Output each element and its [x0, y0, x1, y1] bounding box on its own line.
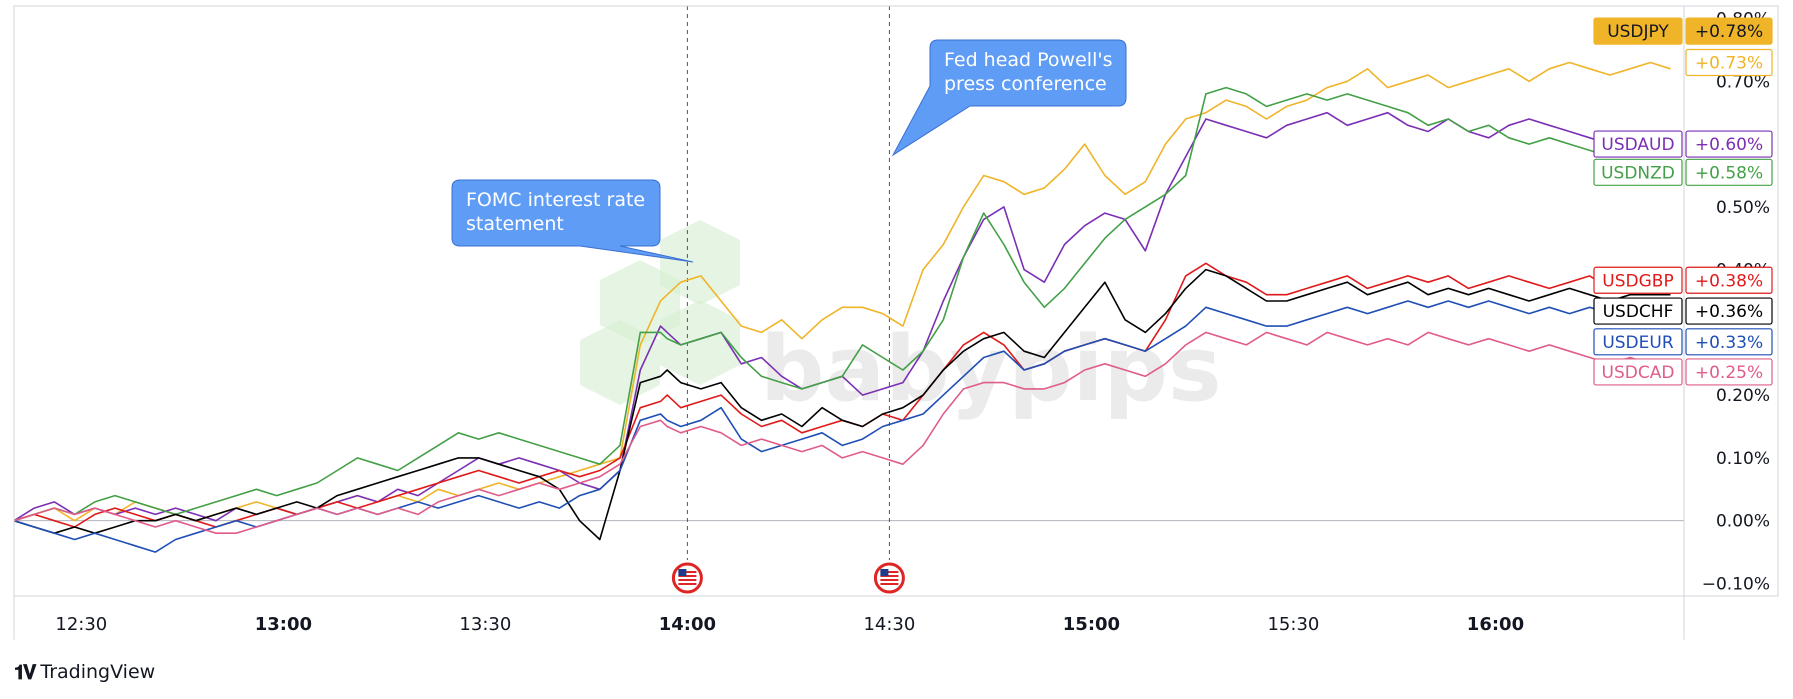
x-tick-label-2: 13:30: [459, 614, 511, 635]
badge-name: USDAUD: [1601, 135, 1674, 155]
badge-name: USDGBP: [1602, 271, 1673, 291]
badge-name: USDCAD: [1602, 363, 1675, 383]
y-tick-label-2: 0.50%: [1716, 198, 1770, 218]
badge-name-box: [1593, 17, 1683, 45]
badge-name: USDCHF: [1603, 302, 1674, 322]
badge-usdcad-7: USDCAD +0.25%: [1593, 358, 1773, 386]
series-layer: [13, 61, 1671, 553]
badge-usdaud-2: USDAUD +0.60%: [1593, 130, 1773, 158]
badge-value: +0.38%: [1695, 271, 1763, 291]
series-line-usdcad: [13, 331, 1671, 535]
badge-usdnzd-3: USDNZD +0.58%: [1593, 158, 1773, 186]
tradingview-logo-icon: 𝟏𝐕: [14, 660, 36, 684]
badge-name-box: [1593, 158, 1683, 186]
series-line-usdnzd: [13, 86, 1671, 522]
badge-value-box: [1685, 48, 1773, 77]
badge-value-box: [1685, 297, 1773, 325]
series-line-usdgbp: [13, 262, 1671, 528]
badge-usdgbp-4: USDGBP +0.38%: [1593, 266, 1773, 294]
badge-name: USDNZD: [1601, 163, 1675, 183]
y-tick-label-6: 0.00%: [1716, 512, 1770, 532]
badge-value: +0.73%: [1695, 53, 1763, 73]
us-flag-icon: [671, 562, 703, 594]
watermark-cube-2: [660, 300, 740, 385]
badge-value: +0.60%: [1695, 135, 1763, 155]
badge-name-box: [1593, 266, 1683, 294]
x-tick-label-6: 15:30: [1267, 614, 1319, 635]
badge-value: +0.78%: [1695, 22, 1763, 42]
y-tick-label-4: 0.20%: [1716, 386, 1770, 406]
badge-usdjpy-1: +0.73%: [1685, 48, 1773, 77]
badge-usdeur-6: USDEUR +0.33%: [1593, 328, 1773, 356]
x-tick-label-5: 15:00: [1063, 614, 1120, 635]
x-tick-label-3: 14:00: [659, 614, 716, 635]
badge-name-box: [1593, 358, 1683, 386]
badge-name-box: [1593, 328, 1683, 356]
badge-name: USDEUR: [1602, 333, 1674, 353]
annotation-text-1-1: press conference: [944, 73, 1107, 95]
badge-value: +0.36%: [1695, 302, 1763, 322]
event-lines: [671, 6, 905, 594]
x-tick-label-1: 13:00: [255, 614, 312, 635]
badge-name-box: [1593, 130, 1683, 158]
x-tick-label-0: 12:30: [55, 614, 107, 635]
us-flag-icon: [873, 562, 905, 594]
badge-usdjpy-0: USDJPY +0.78%: [1593, 17, 1773, 45]
badge-value-box: [1685, 130, 1773, 158]
y-tick-label-1: 0.70%: [1716, 72, 1770, 92]
badge-value-box: [1685, 17, 1773, 45]
plot-frame: [13, 5, 1779, 597]
badge-value-box: [1685, 158, 1773, 186]
y-tick-label-7: −0.10%: [1702, 574, 1770, 594]
y-tick-label-5: 0.10%: [1716, 449, 1770, 469]
badge-value-box: [1685, 328, 1773, 356]
badge-value-box: [1685, 358, 1773, 386]
annotation-text-0-0: FOMC interest rate: [466, 189, 645, 211]
series-line-usdchf: [13, 268, 1671, 541]
watermark-text: babypips: [760, 317, 1222, 422]
x-tick-label-7: 16:00: [1467, 614, 1524, 635]
badge-value: +0.25%: [1695, 363, 1763, 383]
badge-value: +0.58%: [1695, 163, 1763, 183]
babypips-watermark: babypips: [580, 220, 1222, 422]
annotation-text-1-0: Fed head Powell's: [944, 49, 1112, 71]
x-tick-label-4: 14:30: [863, 614, 915, 635]
annotation-text-0-1: statement: [466, 213, 564, 235]
badge-value-box: [1685, 266, 1773, 294]
badge-name: USDJPY: [1607, 22, 1669, 42]
brand-name: TradingView: [40, 661, 156, 683]
badge-usdchf-5: USDCHF +0.36%: [1593, 297, 1773, 325]
badge-value: +0.33%: [1695, 333, 1763, 353]
badge-name-box: [1593, 297, 1683, 325]
brand-footer[interactable]: 𝟏𝐕 TradingView: [14, 660, 155, 684]
last-value-badges: USDJPY +0.78% +0.73% USDAUD +0.60% USDNZD +0.5…: [1593, 17, 1773, 386]
